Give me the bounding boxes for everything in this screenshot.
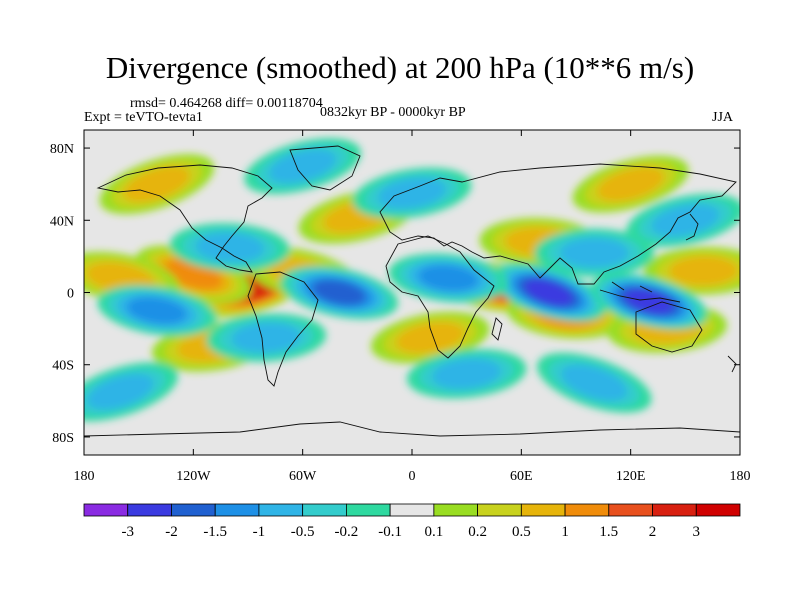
contour-blob <box>195 232 265 263</box>
y-tick-label: 0 <box>67 287 74 302</box>
colorbar-swatch <box>477 503 522 517</box>
field-feature <box>169 223 290 272</box>
coastline-australia <box>635 301 703 353</box>
colorbar-swatch <box>258 503 304 517</box>
colorbar-label: -2 <box>165 524 178 540</box>
coastline-new-zealand <box>727 355 737 373</box>
contour-blob <box>312 279 366 306</box>
contour-blob <box>396 322 465 354</box>
colorbar-label: 0.1 <box>424 524 443 540</box>
contour-blob <box>624 288 674 315</box>
colorbar-swatch <box>127 503 172 517</box>
field-feature <box>534 228 655 277</box>
colorbar-swatch <box>83 503 129 517</box>
colorbar-label: 0.2 <box>468 524 487 540</box>
field-feature <box>99 154 215 215</box>
colorbar-swatch <box>564 503 610 517</box>
divergence-field <box>84 138 740 422</box>
colorbar-swatch <box>652 503 697 517</box>
x-tick-label: 60E <box>510 469 533 484</box>
colorbar-swatch <box>695 503 741 517</box>
colorbar-label: -1 <box>253 524 266 540</box>
colorbar-label: 1 <box>561 524 569 540</box>
colorbar-label: 1.5 <box>599 524 618 540</box>
field-feature <box>572 155 689 213</box>
field-feature <box>244 138 361 195</box>
colorbar-swatch <box>520 503 566 517</box>
axes: 180 120W 60W 0 60E 120E 180 80N 40N 0 40S 80S <box>50 130 751 484</box>
coastline-eurasia <box>379 163 737 285</box>
coastline-north-america <box>96 164 273 273</box>
colorbar: -3 -2 -1.5 -1 -0.5 -0.2 -0.1 0.1 0.2 0.5 1 1.5 2 3 <box>83 503 741 540</box>
period-label: 0832kyr BP - 0000kyr BP <box>320 105 466 120</box>
colorbar-label: -0.2 <box>335 524 359 540</box>
contour-blob <box>524 279 573 306</box>
field-feature <box>388 253 509 303</box>
x-tick-label: 120W <box>176 469 211 484</box>
field-feature <box>84 362 178 422</box>
colorbar-swatch <box>433 503 478 517</box>
colorbar-swatch <box>214 503 260 517</box>
field-feature <box>491 263 607 322</box>
contour-blob <box>124 166 190 202</box>
colorbar-label: 2 <box>649 524 657 540</box>
field-feature <box>643 246 740 295</box>
coastlines <box>84 145 740 437</box>
x-tick-label: 0 <box>409 469 416 484</box>
y-tick-label: 40S <box>52 359 74 374</box>
contour-blob <box>597 167 664 202</box>
y-tick-label: 40N <box>50 214 74 229</box>
field-feature <box>352 167 472 219</box>
colorbar-swatch <box>608 503 653 517</box>
contour-blob <box>269 149 337 183</box>
field-feature <box>536 352 652 413</box>
stats-label: rmsd= 0.464268 diff= 0.00118704 <box>130 96 323 111</box>
contour-blob <box>418 264 479 292</box>
y-tick-label: 80N <box>50 142 74 157</box>
contour-blob <box>651 204 720 237</box>
field-feature <box>280 265 399 320</box>
field-feature <box>206 313 327 362</box>
field-feature <box>97 285 217 337</box>
colorbar-label: 0.5 <box>512 524 531 540</box>
colorbar-label: -0.5 <box>291 524 315 540</box>
field-feature <box>626 193 740 247</box>
field-feature <box>590 273 708 330</box>
experiment-label: Expt = teVTO-tevta1 <box>84 110 203 125</box>
x-tick-label: 120E <box>616 469 646 484</box>
colorbar-label: 3 <box>693 524 701 540</box>
colorbar-swatch <box>171 503 216 517</box>
coastline-madagascar <box>491 317 503 341</box>
x-tick-label: 180 <box>74 469 95 484</box>
coastline-greenland <box>289 145 361 191</box>
contour-blob <box>87 374 154 410</box>
colorbar-swatch <box>302 503 347 517</box>
y-tick-label: 80S <box>52 431 74 446</box>
colorbar-label: -3 <box>121 524 134 540</box>
season-label: JJA <box>712 110 734 125</box>
coastline-indonesia <box>599 281 681 303</box>
contour-blob <box>559 238 629 268</box>
field-feature <box>135 245 252 304</box>
contour-blob <box>127 296 187 325</box>
contour-blob <box>669 256 738 286</box>
contour-blob <box>432 358 501 389</box>
coastline-south-america <box>247 271 319 387</box>
colorbar-swatch <box>389 503 435 517</box>
colorbar-label: -0.1 <box>378 524 402 540</box>
coastline-africa <box>385 235 495 359</box>
x-tick-label: 180 <box>730 469 751 484</box>
contour-blob <box>231 322 301 353</box>
chart-title: Divergence (smoothed) at 200 hPa (10**6 … <box>105 50 695 85</box>
coastline-antarctica <box>84 421 740 437</box>
x-tick-label: 60W <box>289 469 317 484</box>
colorbar-swatch <box>345 503 391 517</box>
coastline-japan <box>685 213 699 241</box>
contour-blob <box>377 177 447 209</box>
contour-blob <box>561 365 628 401</box>
field-feature <box>406 349 527 399</box>
colorbar-label: -1.5 <box>203 524 227 540</box>
